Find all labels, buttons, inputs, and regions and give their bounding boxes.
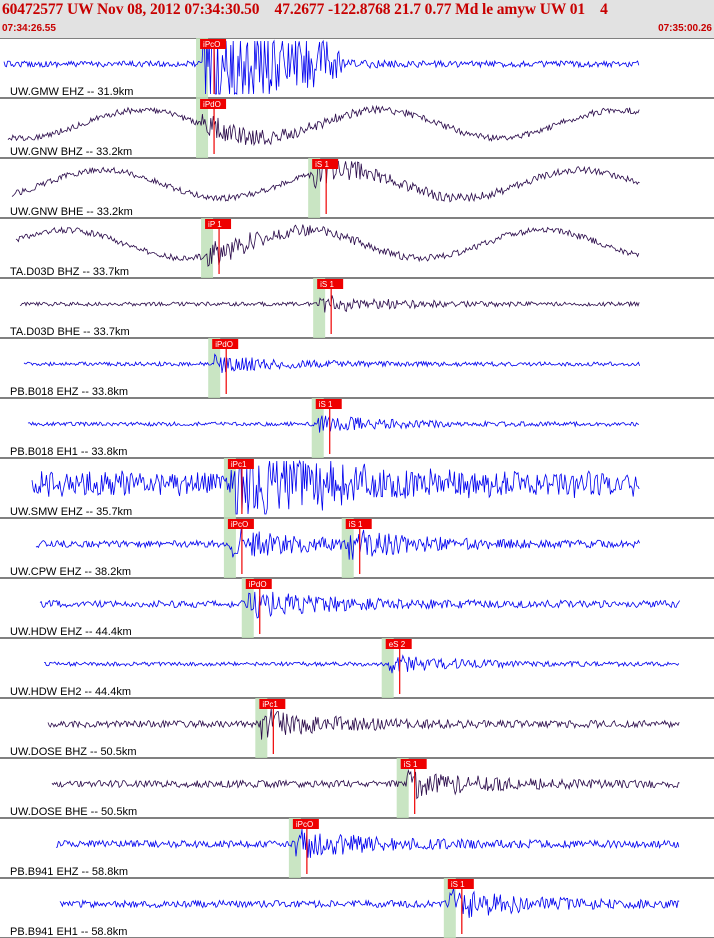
seismogram-plot[interactable]: iPcO UW.GMW EHZ -- 31.9km iPdO UW.GNW BHZ -… bbox=[0, 38, 714, 938]
phase-window bbox=[241, 578, 254, 638]
phase-window bbox=[255, 698, 268, 758]
pick-label: iS 1 bbox=[349, 520, 363, 529]
time-end-label: 07:35:00.26 bbox=[658, 23, 712, 34]
event-title: 60472577 UW Nov 08, 2012 07:34:30.50 47.… bbox=[2, 1, 608, 18]
trace-panel[interactable]: iPdO PB.B018 EHZ -- 33.8km bbox=[10, 338, 640, 398]
station-label: TA.D03D BHZ -- 33.7km bbox=[10, 266, 129, 278]
waveform bbox=[23, 353, 640, 374]
station-label: UW.SMW EHZ -- 35.7km bbox=[10, 506, 132, 518]
trace-panel[interactable]: iP 1 TA.D03D BHZ -- 33.7km bbox=[10, 218, 640, 278]
waveform bbox=[51, 769, 680, 800]
station-label: UW.HDW EH2 -- 44.4km bbox=[10, 686, 131, 698]
pick-label-box[interactable] bbox=[245, 579, 272, 589]
waveform bbox=[59, 887, 680, 918]
pick-label: iS 1 bbox=[319, 400, 333, 409]
pick-label-box[interactable] bbox=[200, 39, 227, 49]
phase-window bbox=[381, 638, 394, 698]
pick-label: iPc1 bbox=[231, 460, 247, 469]
pick-label: iPcO bbox=[203, 40, 220, 49]
trace-panel[interactable]: iPdO UW.GNW BHZ -- 33.2km bbox=[7, 98, 640, 158]
trace-panel[interactable]: eS 2 UW.HDW EH2 -- 44.4km bbox=[10, 638, 680, 698]
pick-label: iPdO bbox=[203, 100, 221, 109]
event-header: 60472577 UW Nov 08, 2012 07:34:30.50 47.… bbox=[0, 0, 714, 38]
pick-label: iPcO bbox=[296, 820, 313, 829]
station-label: UW.GNW BHE -- 33.2km bbox=[10, 206, 133, 218]
pick-label: iS 1 bbox=[315, 160, 329, 169]
phase-window bbox=[396, 758, 409, 818]
waveform bbox=[19, 295, 640, 313]
pick-label: eS 2 bbox=[389, 640, 406, 649]
pick-label: iPdO bbox=[215, 340, 233, 349]
station-label: UW.DOSE BHE -- 50.5km bbox=[10, 806, 137, 818]
waveform bbox=[7, 104, 640, 147]
pick-label: iPcO bbox=[231, 520, 248, 529]
waveform bbox=[39, 591, 680, 619]
trace-panel[interactable]: iS 1 UW.DOSE BHE -- 50.5km bbox=[10, 758, 680, 818]
waveform bbox=[47, 708, 680, 740]
pick-label-box[interactable] bbox=[292, 819, 319, 829]
station-label: PB.B941 EHZ -- 58.8km bbox=[10, 866, 128, 878]
waveform bbox=[3, 39, 640, 95]
phase-window bbox=[196, 98, 209, 158]
pick-label-box[interactable] bbox=[400, 759, 427, 769]
trace-panel[interactable]: iPc1 UW.DOSE BHZ -- 50.5km bbox=[10, 698, 680, 758]
waveform bbox=[44, 654, 680, 674]
pick-label-box[interactable] bbox=[227, 459, 254, 469]
station-label: UW.CPW EHZ -- 38.2km bbox=[10, 566, 131, 578]
pick-label-box[interactable] bbox=[259, 699, 286, 709]
trace-panel[interactable]: iPc1 UW.SMW EHZ -- 35.7km bbox=[10, 458, 640, 518]
trace-panel[interactable]: iS 1 TA.D03D BHE -- 33.7km bbox=[10, 278, 640, 338]
waveform bbox=[27, 415, 640, 433]
trace-panel[interactable]: iPcO UW.GMW EHZ -- 31.9km bbox=[3, 38, 640, 98]
pick-label-box[interactable] bbox=[315, 399, 342, 409]
station-label: PB.B018 EH1 -- 33.8km bbox=[10, 446, 127, 458]
trace-panel[interactable]: iS 1 PB.B941 EH1 -- 58.8km bbox=[10, 878, 680, 938]
phase-window bbox=[443, 878, 456, 938]
pick-label-box[interactable] bbox=[312, 159, 339, 169]
station-label: PB.B941 EH1 -- 58.8km bbox=[10, 926, 127, 938]
waveform bbox=[31, 459, 640, 515]
trace-panel[interactable]: iS 1 PB.B018 EH1 -- 33.8km bbox=[10, 398, 640, 458]
station-label: PB.B018 EHZ -- 33.8km bbox=[10, 386, 128, 398]
pick-label-box[interactable] bbox=[345, 519, 372, 529]
waveform bbox=[35, 528, 640, 560]
pick-label-box[interactable] bbox=[385, 639, 412, 649]
station-label: TA.D03D BHE -- 33.7km bbox=[10, 326, 130, 338]
station-label: UW.HDW EHZ -- 44.4km bbox=[10, 626, 132, 638]
pick-label: iS 1 bbox=[320, 280, 334, 289]
pick-label-box[interactable] bbox=[447, 879, 474, 889]
pick-label: iS 1 bbox=[404, 760, 418, 769]
pick-label-box[interactable] bbox=[200, 99, 227, 109]
waveform bbox=[55, 828, 680, 858]
trace-panel[interactable]: iS 1 UW.GNW BHE -- 33.2km bbox=[10, 158, 640, 218]
phase-window bbox=[288, 818, 301, 878]
pick-label-box[interactable] bbox=[212, 339, 239, 349]
phase-window bbox=[311, 398, 324, 458]
pick-label-box[interactable] bbox=[227, 519, 254, 529]
waveform bbox=[15, 224, 640, 267]
phase-window bbox=[313, 278, 326, 338]
trace-panel[interactable]: iPdO UW.HDW EHZ -- 44.4km bbox=[10, 578, 680, 638]
pick-label: iPc1 bbox=[262, 700, 278, 709]
pick-label: iPdO bbox=[249, 580, 267, 589]
trace-panel[interactable]: iPcO iS 1 UW.CPW EHZ -- 38.2km bbox=[10, 518, 640, 578]
time-start-label: 07:34:26.55 bbox=[2, 23, 56, 34]
trace-panel[interactable]: iPcO PB.B941 EHZ -- 58.8km bbox=[10, 818, 680, 878]
phase-window bbox=[201, 218, 214, 278]
station-label: UW.GNW BHZ -- 33.2km bbox=[10, 146, 132, 158]
station-label: UW.DOSE BHZ -- 50.5km bbox=[10, 746, 137, 758]
pick-label-box[interactable] bbox=[317, 279, 344, 289]
phase-window bbox=[208, 338, 221, 398]
station-label: UW.GMW EHZ -- 31.9km bbox=[10, 86, 133, 98]
pick-label: iS 1 bbox=[451, 880, 465, 889]
pick-label: iP 1 bbox=[208, 220, 222, 229]
phase-window bbox=[341, 518, 354, 578]
pick-label-box[interactable] bbox=[205, 219, 232, 229]
